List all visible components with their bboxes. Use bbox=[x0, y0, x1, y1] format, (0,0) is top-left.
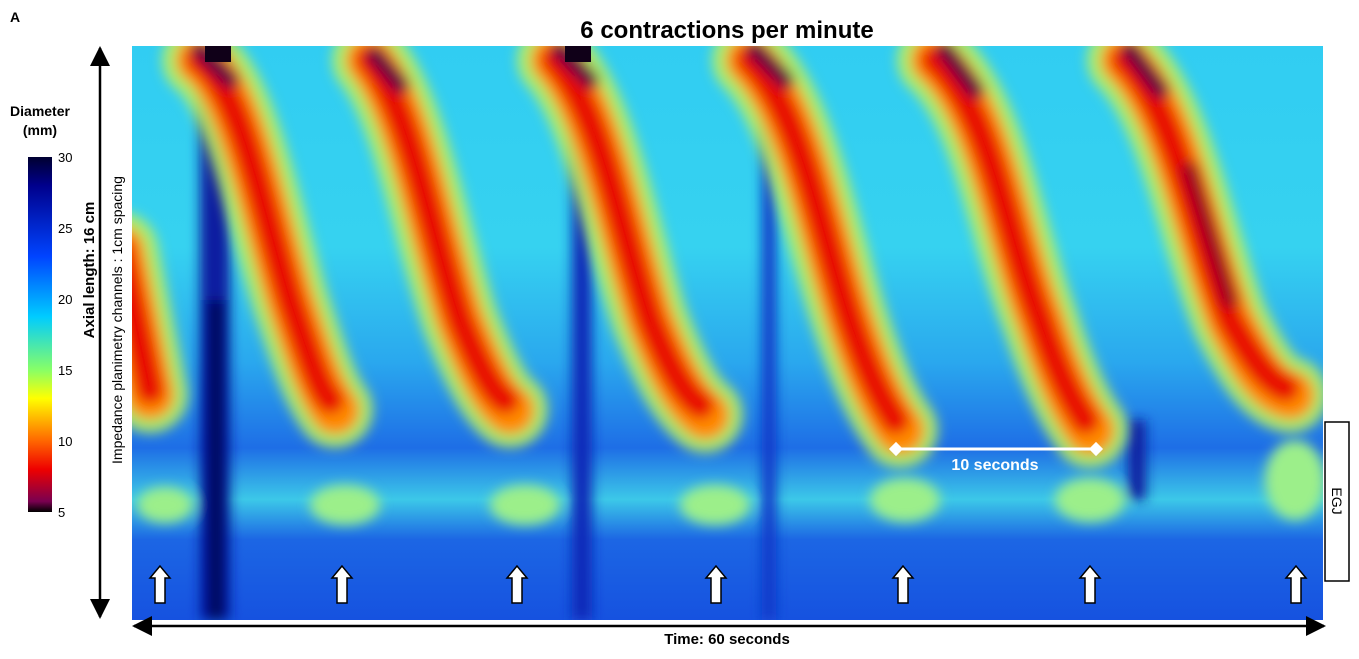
colorbar-tick: 10 bbox=[58, 434, 72, 449]
heatmap bbox=[132, 46, 1323, 620]
colorbar-tick: 25 bbox=[58, 221, 72, 236]
interval-label: 10 seconds bbox=[951, 457, 1038, 474]
colorbar-title: (mm) bbox=[23, 122, 57, 138]
colorbar-tick: 15 bbox=[58, 363, 72, 378]
colorbar-ticks: 30 25 20 15 10 5 bbox=[58, 150, 72, 520]
y-axis-label: Axial length: 16 cm bbox=[81, 202, 98, 339]
colorbar-title: Diameter bbox=[10, 103, 70, 119]
colorbar-tick: 5 bbox=[58, 505, 65, 520]
interval-marker bbox=[888, 441, 1104, 457]
title: 6 contractions per minute bbox=[580, 17, 873, 44]
y-axis-sublabel: Impedance planimetry channels : 1cm spac… bbox=[109, 176, 125, 464]
egj-box bbox=[1324, 421, 1350, 582]
colorbar-tick: 30 bbox=[58, 150, 72, 165]
region-label: EGJ bbox=[1329, 487, 1345, 514]
colorbar-tick: 20 bbox=[58, 292, 72, 307]
x-axis-label: Time: 60 seconds bbox=[664, 631, 790, 648]
colorbar bbox=[28, 157, 52, 512]
contraction-arrows bbox=[148, 564, 1308, 604]
panel-label: A bbox=[10, 9, 20, 25]
